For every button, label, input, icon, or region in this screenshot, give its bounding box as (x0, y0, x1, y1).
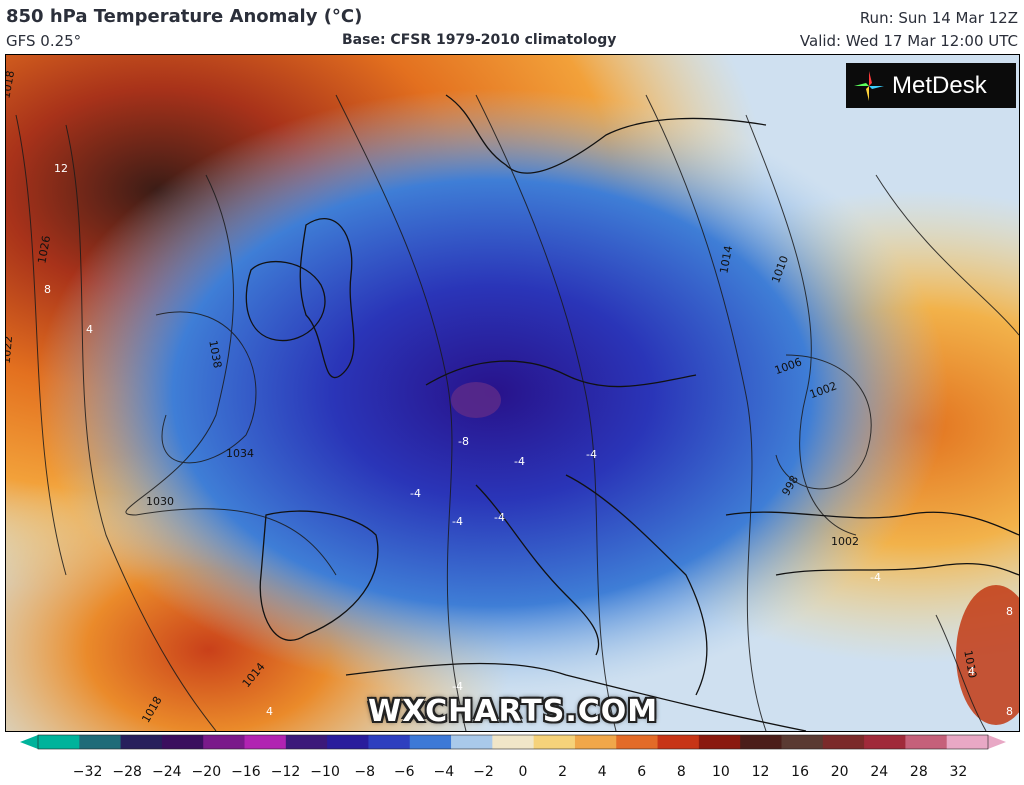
anomaly-label: 8 (44, 283, 51, 296)
colorbar-segment (451, 735, 493, 749)
anomaly-label: -4 (870, 571, 881, 584)
colorbar-segment (368, 735, 411, 749)
colorbar-tick-label: 8 (676, 764, 686, 780)
colorbar-tick-label: 28 (909, 764, 928, 780)
colorbar-tick-label: 12 (751, 764, 770, 780)
colorbar-segment (120, 735, 163, 749)
colorbar-segment (574, 735, 617, 749)
colorbar-segment (740, 735, 782, 749)
climatology-base-label: Base: CFSR 1979-2010 climatology (342, 32, 617, 48)
metdesk-logo: MetDesk (846, 63, 1016, 108)
colorbar-segment (409, 735, 452, 749)
colorbar-segment (161, 735, 204, 749)
colorbar-tick-label: 2 (558, 764, 568, 780)
anomaly-label: 4 (968, 665, 975, 678)
colorbar-tick-label: −2 (473, 764, 494, 780)
chart-header: 850 hPa Temperature Anomaly (°C) GFS 0.2… (0, 0, 1024, 54)
colorbar-tick-label: 32 (949, 764, 968, 780)
isobar-label: 1018 (6, 70, 17, 100)
colorbar-segment (698, 735, 741, 749)
colorbar-svg (20, 734, 1006, 750)
strong-cold-core (451, 382, 501, 418)
map-svg: 1018 1022 1026 1030 1034 1038 1014 1010 … (6, 55, 1019, 731)
anomaly-label: -8 (458, 435, 469, 448)
colorbar-segment (203, 735, 246, 749)
warm-anomaly-southeast (956, 585, 1019, 725)
isobar-label: 1034 (226, 447, 254, 460)
colorbar-segment (38, 735, 80, 749)
anomaly-label: 4 (86, 323, 93, 336)
colorbar-left-arrow (20, 735, 38, 749)
colorbar-tick-label: −10 (310, 764, 340, 780)
anomaly-label-group: 12 8 4 -8 -4 -4 -4 -4 -4 -4 -4 4 4 8 8 (44, 162, 1013, 718)
colorbar-tick-label: −12 (270, 764, 301, 780)
isobar-label: 1026 (35, 235, 53, 265)
colorbar-tick-label: −32 (72, 764, 103, 780)
isobar-label: 1022 (6, 335, 15, 364)
colorbar: −32 −28 −24 −20 −16 −12 −10 −8 −6 −4 −2 0 2 4 6 8 10 12 16… (0, 732, 1024, 785)
isobar-label: 1010 (961, 649, 979, 679)
coastlines (245, 94, 1019, 731)
colorbar-segment (864, 735, 906, 749)
isobar-label: 1002 (831, 535, 859, 548)
anomaly-label: -4 (586, 448, 597, 461)
colorbar-tick-label: 24 (870, 764, 889, 780)
anomaly-label: -4 (494, 511, 505, 524)
colorbar-tick-label: 4 (597, 764, 607, 780)
colorbar-segment (492, 735, 535, 749)
colorbar-tick-label: 20 (830, 764, 849, 780)
colorbar-segment (244, 735, 287, 749)
isobar-label: 1038 (206, 339, 224, 369)
colorbar-tick-label: 0 (518, 764, 528, 780)
anomaly-map: 1018 1022 1026 1030 1034 1038 1014 1010 … (5, 54, 1020, 732)
colorbar-frame (37, 734, 989, 750)
colorbar-tick-label: −16 (231, 764, 261, 780)
colorbar-tick-label: −6 (393, 764, 415, 780)
colorbar-tick-label: −4 (433, 764, 455, 780)
metdesk-logo-text: MetDesk (892, 71, 987, 99)
colorbar-segment (905, 735, 948, 749)
colorbar-segment (79, 735, 122, 749)
colorbar-segment (285, 735, 328, 749)
valid-time-label: Valid: Wed 17 Mar 12:00 UTC (799, 32, 1018, 50)
colorbar-segment (822, 735, 865, 749)
colorbar-tick-label: 16 (791, 764, 809, 780)
anomaly-label: -4 (452, 515, 463, 528)
colorbar-right-arrow (988, 735, 1006, 749)
colorbar-segment (533, 735, 576, 749)
colorbar-segment (946, 735, 989, 749)
colorbar-segment (327, 735, 369, 749)
chart-title: 850 hPa Temperature Anomaly (°C) (6, 6, 363, 27)
anomaly-label: 12 (54, 162, 68, 175)
colorbar-segment (657, 735, 700, 749)
anomaly-label: -4 (452, 680, 463, 693)
colorbar-segment (616, 735, 659, 749)
colorbar-segments (20, 735, 1006, 749)
colorbar-segment (781, 735, 824, 749)
colorbar-tick-label: 10 (711, 764, 730, 780)
isobar-label: 1030 (146, 495, 174, 508)
anomaly-label: -4 (514, 455, 525, 468)
anomaly-label: 8 (1006, 705, 1013, 718)
run-time-label: Run: Sun 14 Mar 12Z (859, 9, 1018, 27)
colorbar-tick-label: −8 (354, 764, 375, 780)
anomaly-label: -4 (410, 487, 421, 500)
isobar-label: 1014 (717, 245, 735, 275)
isobars (15, 94, 1019, 731)
anomaly-label: 8 (1006, 605, 1013, 618)
metdesk-logo-icon (854, 70, 884, 101)
cold-anomaly-central-europe (6, 55, 1019, 731)
colorbar-tick-label: −24 (151, 764, 182, 780)
colorbar-tick-label: −28 (112, 764, 142, 780)
wxcharts-watermark: WXCHARTS.COM (368, 694, 659, 729)
colorbar-tick-label: −20 (191, 764, 222, 780)
model-label: GFS 0.25° (6, 32, 82, 50)
anomaly-label: 4 (266, 705, 273, 718)
colorbar-tick-label: 6 (637, 764, 647, 780)
